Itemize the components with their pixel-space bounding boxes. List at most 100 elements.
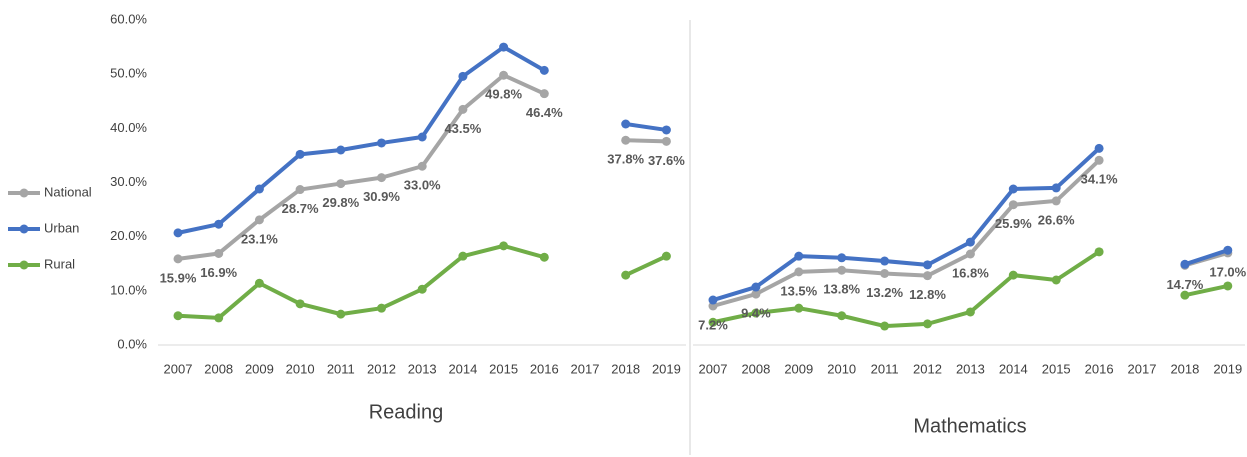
point <box>794 251 804 261</box>
data-label: 15.9% <box>160 270 197 285</box>
x-tick-label: 2013 <box>956 361 985 376</box>
point <box>377 303 386 313</box>
x-tick-label: 2019 <box>652 361 681 376</box>
point <box>1223 281 1233 291</box>
point <box>621 270 631 280</box>
point <box>173 254 183 264</box>
data-label: 14.7% <box>1166 277 1203 292</box>
point <box>1008 200 1018 210</box>
point <box>336 179 346 189</box>
point <box>1094 247 1104 257</box>
point <box>254 184 264 194</box>
data-label: 43.5% <box>444 121 481 136</box>
point <box>965 249 975 259</box>
point <box>336 309 346 319</box>
point <box>295 149 305 159</box>
series-line <box>177 73 667 261</box>
point <box>539 252 549 262</box>
point <box>417 161 427 171</box>
data-label: 28.7% <box>282 201 319 216</box>
point <box>661 136 671 146</box>
x-tick-label: 2016 <box>1085 361 1114 376</box>
point <box>837 253 847 263</box>
point <box>295 299 305 309</box>
point <box>377 138 386 148</box>
point <box>214 248 224 258</box>
x-tick-label: 2007 <box>699 361 728 376</box>
data-label: 12.8% <box>909 287 946 302</box>
legend-marker <box>19 188 29 198</box>
x-tick-label: 2009 <box>245 361 274 376</box>
x-tick-label: 2011 <box>327 361 355 376</box>
x-tick-label: 2015 <box>1042 361 1071 376</box>
data-label: 30.9% <box>363 189 400 204</box>
point <box>214 313 224 323</box>
point <box>708 295 718 305</box>
point <box>751 282 761 292</box>
point <box>254 278 264 288</box>
series-line <box>177 243 668 320</box>
series-line <box>177 45 667 235</box>
data-label: 34.1% <box>1081 172 1118 187</box>
point <box>173 228 183 238</box>
y-tick-label: 40.0% <box>110 120 147 135</box>
data-label: 7.2% <box>698 317 728 332</box>
y-tick-label: 0.0% <box>117 336 147 351</box>
legend-label: National <box>44 184 92 199</box>
point <box>837 311 847 321</box>
data-label: 13.5% <box>780 283 817 298</box>
x-tick-label: 2018 <box>1170 361 1199 376</box>
x-tick-label: 2013 <box>408 361 437 376</box>
legend-label: Rural <box>44 256 75 271</box>
point <box>923 271 932 281</box>
point <box>965 307 975 317</box>
x-tick-label: 2017 <box>1128 361 1157 376</box>
x-tick-label: 2010 <box>286 361 315 376</box>
point <box>1051 196 1061 206</box>
data-label: 37.6% <box>648 153 685 168</box>
point <box>1008 270 1018 280</box>
point <box>751 308 761 318</box>
point <box>458 251 468 261</box>
point <box>661 125 671 135</box>
x-tick-label: 2012 <box>913 361 942 376</box>
point <box>880 269 890 278</box>
x-tick-label: 2014 <box>999 361 1028 376</box>
data-label: 16.9% <box>200 265 237 280</box>
data-label: 29.8% <box>322 195 359 210</box>
data-label: 46.4% <box>526 105 563 120</box>
y-tick-label: 60.0% <box>110 11 147 26</box>
point <box>417 132 427 142</box>
x-tick-label: 2017 <box>571 361 600 376</box>
x-tick-label: 2008 <box>741 361 770 376</box>
data-label: 33.0% <box>404 178 441 193</box>
x-tick-label: 2019 <box>1213 361 1242 376</box>
point <box>539 65 549 75</box>
point <box>965 237 975 247</box>
point <box>751 289 761 299</box>
y-tick-label: 50.0% <box>110 66 147 81</box>
y-tick-label: 30.0% <box>110 174 147 189</box>
y-tick-label: 10.0% <box>110 282 147 297</box>
x-tick-label: 2014 <box>448 361 477 376</box>
data-label: 13.8% <box>823 282 860 297</box>
point <box>837 265 847 275</box>
x-tick-label: 2018 <box>611 361 640 376</box>
x-tick-label: 2012 <box>367 361 396 376</box>
data-label: 17.0% <box>1209 264 1246 279</box>
y-tick-label: 20.0% <box>110 228 147 243</box>
point <box>214 219 224 229</box>
x-tick-label: 2011 <box>871 361 899 376</box>
data-label: 23.1% <box>241 231 278 246</box>
series-line <box>712 250 1229 329</box>
legend-marker <box>19 224 29 234</box>
point <box>458 71 468 81</box>
x-tick-label: 2008 <box>204 361 233 376</box>
data-label: 13.2% <box>866 285 903 300</box>
point <box>1051 275 1061 285</box>
point <box>254 215 264 225</box>
point <box>923 319 932 329</box>
point <box>1094 143 1104 153</box>
point <box>417 284 427 294</box>
